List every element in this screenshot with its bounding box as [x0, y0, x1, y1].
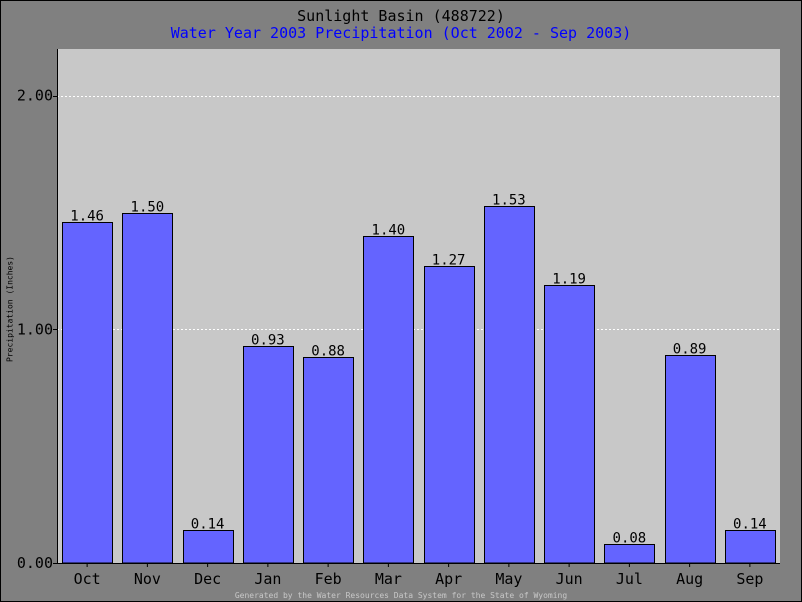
chart-title: Sunlight Basin (488722) — [297, 7, 505, 25]
x-tick-label: Jun — [556, 570, 583, 588]
bar-value-label: 0.14 — [733, 517, 767, 533]
bar-value-label: 0.88 — [311, 344, 345, 360]
bar — [122, 213, 173, 564]
bar — [424, 266, 475, 564]
bar — [604, 544, 655, 564]
bar-value-label: 0.08 — [613, 531, 647, 547]
x-tick-label: Jan — [254, 570, 281, 588]
bar-value-label: 1.53 — [492, 193, 526, 209]
footer-credit: Generated by the Water Resources Data Sy… — [234, 591, 568, 600]
bar-value-label: 0.93 — [251, 333, 285, 349]
bar-value-label: 0.89 — [673, 342, 707, 358]
bar — [725, 530, 776, 564]
bar-value-label: 1.27 — [432, 253, 466, 269]
x-tick-label: Apr — [435, 570, 462, 588]
x-tick-label: Oct — [74, 570, 101, 588]
y-tick-label: 1.00 — [17, 320, 53, 338]
bar-value-label: 0.14 — [191, 517, 225, 533]
bar — [183, 530, 234, 564]
y-tick-label: 0.00 — [17, 554, 53, 572]
bar-value-label: 1.46 — [70, 209, 104, 225]
y-tick-label: 2.00 — [17, 87, 53, 105]
bar — [243, 346, 294, 564]
bar-value-label: 1.40 — [372, 223, 406, 239]
x-tick-label: Jul — [616, 570, 643, 588]
bar — [544, 285, 595, 564]
bar — [363, 236, 414, 564]
bar — [665, 355, 716, 564]
x-tick-label: Feb — [315, 570, 342, 588]
bar-value-label: 1.50 — [131, 200, 165, 216]
plot-area — [57, 49, 780, 563]
x-tick-label: Dec — [194, 570, 221, 588]
bar-value-label: 1.19 — [552, 272, 586, 288]
x-tick-label: Nov — [134, 570, 161, 588]
bar — [303, 357, 354, 564]
x-tick-label: Aug — [676, 570, 703, 588]
bar — [62, 222, 113, 564]
x-tick-label: May — [495, 570, 522, 588]
bar — [484, 206, 535, 564]
x-tick-label: Sep — [736, 570, 763, 588]
chart-subtitle: Water Year 2003 Precipitation (Oct 2002 … — [170, 24, 632, 42]
x-tick-label: Mar — [375, 570, 402, 588]
